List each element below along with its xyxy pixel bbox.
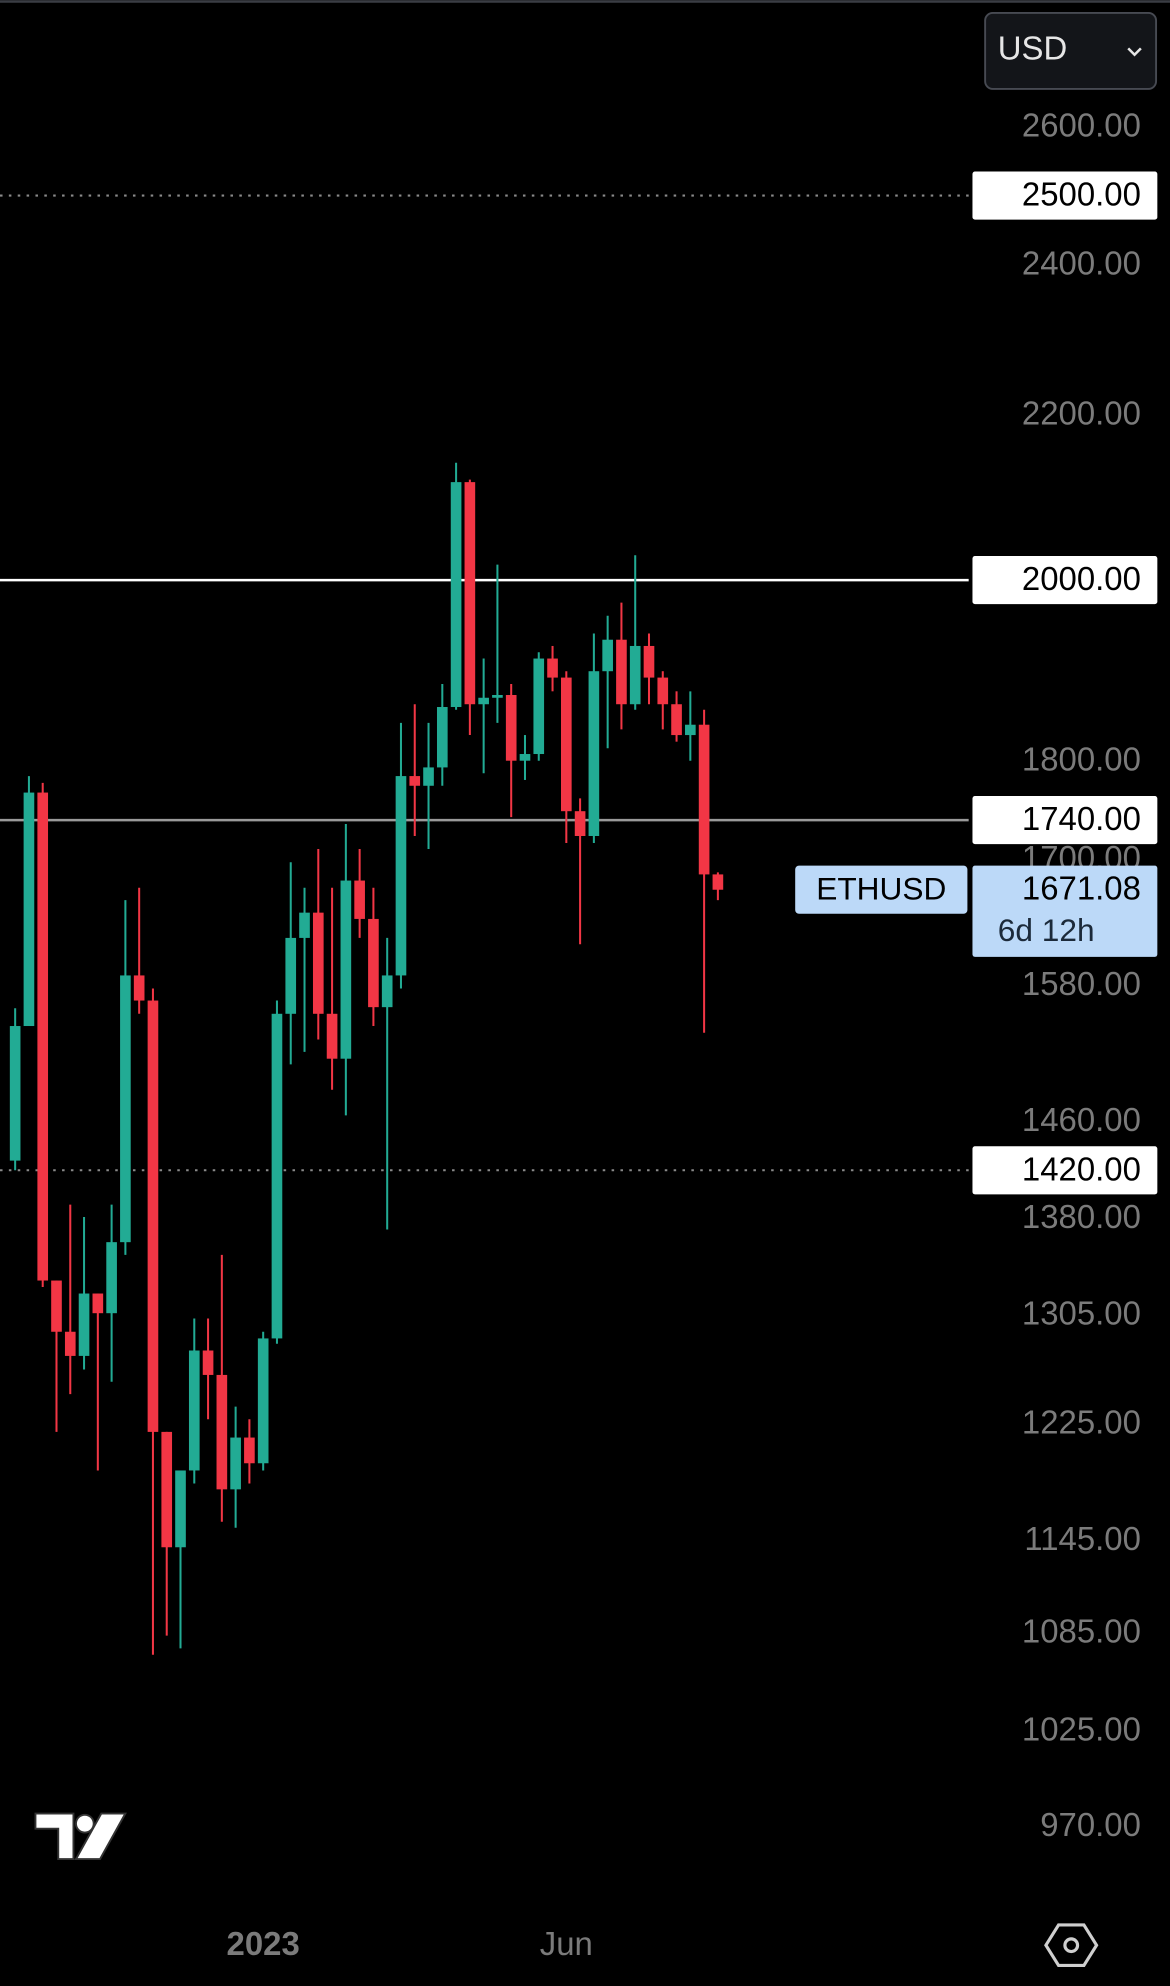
candle-body [64,1331,76,1356]
candle-body [423,767,434,786]
candle-body [547,658,558,678]
levels [0,194,969,1172]
candle-body [712,874,724,890]
countdown-label: 6d 12h [998,912,1095,948]
candle-body [478,697,489,705]
logo-part [74,1812,127,1861]
y-tick-label: 1380.00 [1022,1198,1141,1235]
candle-body [188,1350,200,1471]
logo-part [34,1812,75,1861]
chevron [1127,47,1142,57]
candle-body [92,1293,104,1314]
candle-body [326,1013,338,1059]
y-tick-label: 1800.00 [1022,740,1141,777]
candle-body [23,792,35,1027]
symbol-box [795,865,968,914]
x-tick-label: Jun [540,1925,593,1962]
settings-button[interactable] [1044,1923,1099,1968]
candle-body [230,1437,241,1490]
candle-body [436,707,448,768]
candle-body [657,677,669,705]
logo [34,1812,127,1861]
candle-body [450,482,462,708]
candle-body [51,1280,62,1332]
candle-body [120,975,131,1243]
candle-body [216,1374,228,1490]
candle-body [602,639,613,672]
y-tick-label: 1225.00 [1022,1404,1141,1441]
level-labels: 2500.00 2000.00 1740.00 1420.00 ETHUSD 1671.0… [795,171,1158,1195]
price-label: 1671.08 [1022,870,1141,907]
candle-body [244,1437,255,1464]
candle-body [340,880,352,1059]
candle-body [368,918,379,1008]
candle-body [202,1350,214,1375]
candle-body [354,880,365,919]
candles [9,462,724,1655]
level-label-box [972,556,1158,605]
y-tick-label: 1580.00 [1022,965,1141,1002]
candle-body [574,811,586,837]
level-label-box [972,1146,1158,1195]
currency-text[interactable]: USD [998,30,1067,67]
candle-body [464,482,476,705]
candle-body [9,1026,21,1161]
x-tick-label: 2023 [227,1925,300,1962]
candle-body [519,754,531,761]
candle-body [409,776,421,786]
candle-body [147,1000,159,1432]
candle-body [629,645,641,705]
candle-body [671,704,682,736]
symbol-label: ETHUSD [816,870,946,906]
candle-body [533,658,545,755]
y-tick-label: 1085.00 [1022,1613,1141,1650]
level-label: 1420.00 [1022,1150,1141,1187]
candle-body [561,677,572,812]
level-label-box [972,796,1158,845]
y-tick-label: 970.00 [1040,1806,1141,1843]
candle-body [395,776,407,976]
level-label-box [972,171,1158,220]
candle-body [312,912,324,1014]
candle-body [381,975,393,1008]
candle-body [299,912,310,938]
candle-body [106,1242,117,1314]
candle-body [505,694,517,761]
y-tick-label: 2400.00 [1022,245,1141,282]
candle-body [78,1293,90,1356]
currency-select[interactable]: USD [984,11,1158,90]
candle-body [133,975,145,1001]
candle-body [285,937,297,1014]
logo-dot [75,1813,95,1834]
candle-body [257,1338,269,1464]
y-tick-label: 1305.00 [1022,1295,1141,1332]
candle-body [37,792,49,1281]
candle-body [685,724,696,736]
candle-body [616,639,627,705]
settings-icon-center [1063,1937,1080,1954]
candle-body [161,1431,173,1548]
candle-body [698,724,710,875]
level-label: 1740.00 [1022,800,1141,837]
candle-body [175,1470,186,1548]
y-tick-label: 1460.00 [1022,1101,1141,1138]
y-tick-label: 2200.00 [1022,395,1141,432]
candle-body [271,1013,283,1339]
settings-icon[interactable] [1044,1923,1099,1968]
currency-box[interactable] [984,11,1158,90]
candle-body [588,671,600,837]
y-tick-label: 2600.00 [1022,107,1141,144]
candle-body [643,645,655,678]
level-label: 2500.00 [1022,176,1141,213]
price-tag [972,865,1158,957]
y-tick-label: 1145.00 [1024,1520,1141,1557]
level-label: 2000.00 [1022,560,1141,597]
candle-body [492,694,503,698]
y-tick-label: 1025.00 [1022,1711,1141,1748]
